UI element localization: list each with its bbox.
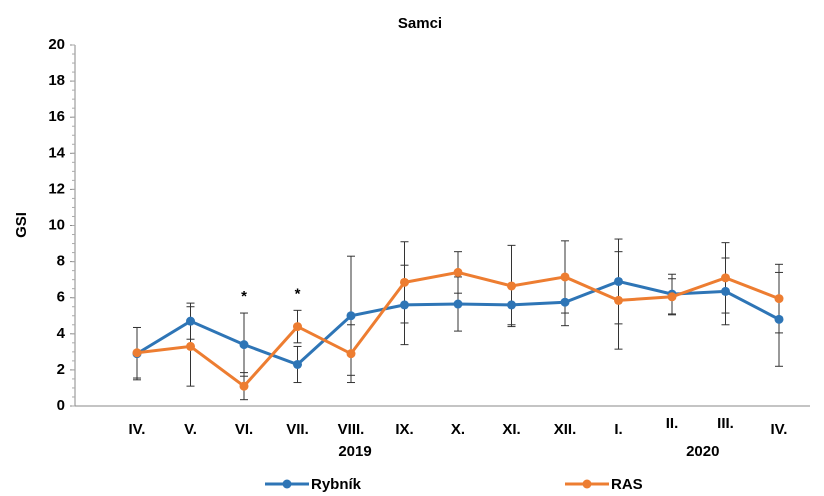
annotation: * [295,285,301,302]
x-tick-label: VIII. [338,421,365,438]
y-tick-label: 10 [48,216,65,233]
point [453,299,463,309]
x-tick-label: X. [451,421,465,438]
point [507,281,516,291]
legend-marker [282,479,292,489]
y-tick-label: 12 [48,180,65,197]
y-tick-label: 2 [57,361,65,378]
x-tick-label: XI. [502,421,520,438]
legend-label: Rybník [311,476,362,493]
point [667,292,677,302]
chart-title: Samci [398,15,442,32]
x-tick-label: III. [717,415,734,432]
y-tick-label: 6 [57,289,65,306]
point [721,273,730,283]
point [239,340,249,350]
x-tick-label: IV. [771,421,788,438]
x-tick-label: VII. [286,421,309,438]
point [400,277,409,287]
year-label: 2019 [338,443,371,460]
year-label: 2020 [686,443,719,460]
point [614,295,623,305]
point [293,322,302,332]
point [507,300,516,310]
point [560,297,570,307]
x-tick-label: XII. [554,421,577,438]
x-tick-label: I. [614,421,622,438]
y-tick-label: 18 [48,72,65,89]
y-tick-label: 0 [57,397,65,414]
y-tick-label: 16 [48,108,65,125]
x-tick-label: V. [184,421,197,438]
x-tick-label: II. [666,415,679,432]
point [774,314,784,324]
y-tick-label: 4 [57,325,66,342]
point [560,272,570,282]
legend-label: RAS [611,476,643,493]
point [186,341,195,351]
point [400,300,409,310]
point [239,381,249,391]
y-axis-label: GSI [13,212,30,238]
point [346,311,356,321]
point [293,359,302,369]
x-tick-label: IX. [395,421,413,438]
x-tick-label: VI. [235,421,253,438]
point [721,286,730,296]
annotation: * [241,288,247,305]
point [346,349,356,359]
point [774,294,784,304]
x-tick-label: IV. [129,421,146,438]
y-tick-label: 14 [48,144,65,161]
point [132,348,142,358]
y-tick-label: 8 [57,253,65,270]
point [453,267,463,277]
y-tick-label: 20 [48,36,65,53]
legend-marker [582,479,592,489]
point [614,276,623,286]
point [186,316,195,326]
